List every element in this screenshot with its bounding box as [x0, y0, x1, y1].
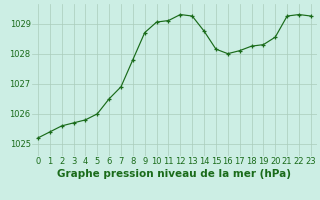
X-axis label: Graphe pression niveau de la mer (hPa): Graphe pression niveau de la mer (hPa) — [57, 169, 292, 179]
